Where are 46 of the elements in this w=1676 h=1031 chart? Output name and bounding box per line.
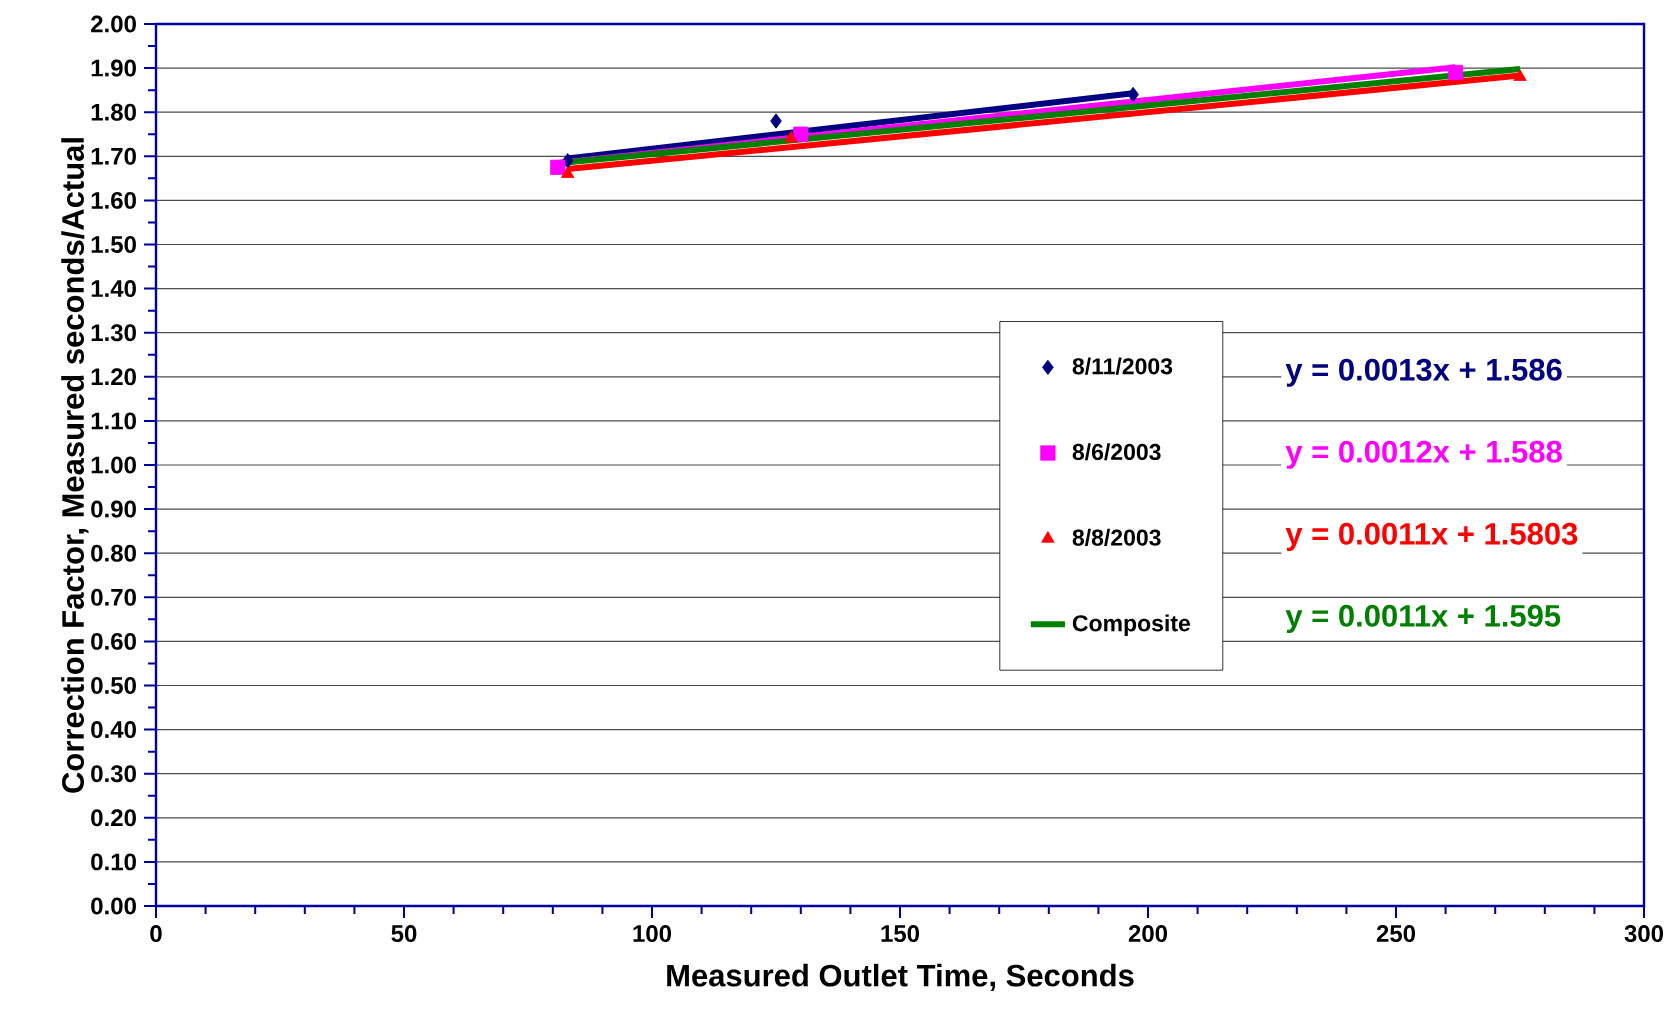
legend-label: Composite bbox=[1072, 614, 1191, 636]
x-tick-label: 150 bbox=[881, 925, 920, 943]
point bbox=[561, 166, 575, 178]
y-tick-label: 0.10 bbox=[91, 853, 136, 871]
x-axis-title: Measured Outlet Time, Seconds bbox=[667, 963, 1134, 992]
y-tick-label: 0.80 bbox=[91, 544, 136, 562]
x-tick-label: 250 bbox=[1376, 925, 1416, 943]
y-tick-label: 1.80 bbox=[91, 103, 136, 121]
y-tick-label: 2.00 bbox=[91, 15, 136, 33]
point bbox=[784, 131, 798, 143]
y-tick-label: 1.90 bbox=[91, 59, 136, 77]
point bbox=[1127, 86, 1139, 103]
point bbox=[793, 126, 809, 142]
y-tick-label: 1.10 bbox=[91, 412, 136, 430]
legend-label: 8/8/2003 bbox=[1072, 528, 1161, 546]
y-tick-label: 0.50 bbox=[91, 677, 136, 694]
point bbox=[1513, 69, 1527, 81]
y-tick-label: 0.30 bbox=[91, 765, 136, 783]
x-tick-label: 50 bbox=[391, 925, 417, 943]
x-tick-label: 200 bbox=[1128, 925, 1168, 943]
x-tick-label: 0 bbox=[150, 925, 162, 943]
legend-label: 8/6/2003 bbox=[1072, 443, 1161, 461]
point bbox=[770, 113, 782, 129]
y-tick-label: 1.70 bbox=[91, 147, 136, 165]
y-tick-label: 1.00 bbox=[91, 456, 136, 474]
y-tick-label: 0.20 bbox=[91, 809, 136, 827]
annotation: y = 0.0011x + 1.5803 bbox=[1285, 522, 1578, 551]
x-tick-label: 300 bbox=[1624, 925, 1664, 943]
y-tick-label: 0.00 bbox=[91, 897, 136, 915]
y-tick-label: 1.20 bbox=[91, 368, 136, 386]
y-axis-title: Correction Factor, Measured seconds/Actual bbox=[61, 138, 89, 793]
point bbox=[1447, 64, 1464, 81]
y-tick-label: 1.50 bbox=[91, 236, 136, 253]
y-tick-label: 0.40 bbox=[91, 721, 136, 739]
legend-label: 8/11/2003 bbox=[1072, 357, 1173, 375]
annotation: y = 0.0013x + 1.586 bbox=[1285, 358, 1562, 387]
y-tick-label: 1.40 bbox=[91, 280, 136, 298]
y-tick-label: 1.60 bbox=[91, 191, 136, 209]
point bbox=[550, 159, 566, 175]
y-tick-label: 1.30 bbox=[91, 324, 136, 342]
annotation: y = 0.0011x + 1.595 bbox=[1285, 604, 1561, 633]
y-tick-label: 0.70 bbox=[91, 588, 136, 606]
y-tick-label: 0.90 bbox=[91, 500, 136, 518]
x-tick-label: 100 bbox=[633, 925, 672, 943]
y-tick-label: 0.60 bbox=[91, 632, 136, 650]
annotation: y = 0.0012x + 1.588 bbox=[1285, 440, 1562, 469]
